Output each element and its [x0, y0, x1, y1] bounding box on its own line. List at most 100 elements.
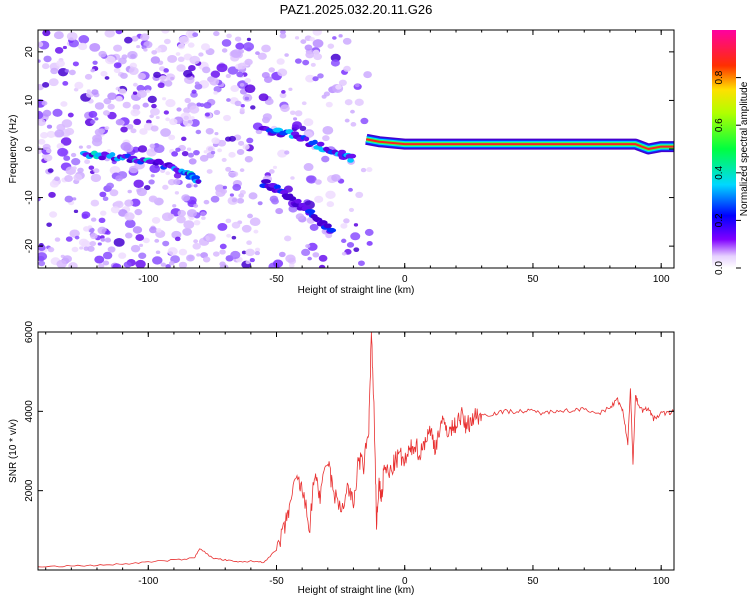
heatmap-cell — [292, 202, 301, 208]
heatmap-cell — [272, 165, 278, 170]
heatmap-cell — [43, 154, 53, 162]
heatmap-cell — [221, 39, 232, 47]
heatmap-cell — [303, 163, 314, 172]
heatmap-cell — [165, 264, 171, 268]
heatmap-cell — [303, 136, 310, 142]
heatmap-cell — [202, 66, 211, 74]
heatmap-cell — [181, 194, 191, 202]
snr-ticks: -100 -50 0 50 100 2000 4000 6000 — [24, 320, 674, 587]
heatmap-cell — [79, 246, 84, 250]
heatmap-cell — [127, 50, 138, 60]
heatmap-cell — [115, 30, 123, 35]
heatmap-cell — [167, 247, 178, 256]
heatmap-cell — [191, 175, 201, 180]
heatmap-cell — [350, 109, 355, 114]
heatmap-cell — [236, 197, 245, 204]
heatmap-cell — [343, 65, 351, 72]
heatmap-cell — [194, 83, 203, 90]
heatmap-cell — [38, 260, 46, 267]
heatmap-cell — [305, 74, 315, 83]
heatmap-cell — [130, 244, 141, 253]
heatmap-cell — [280, 104, 290, 113]
heatmap-cell — [72, 61, 79, 67]
heatmap-cell — [137, 145, 148, 153]
heatmap-cell — [313, 53, 323, 61]
heatmap-cell — [318, 254, 328, 262]
heatmap-cell — [325, 190, 336, 199]
heatmap-cell — [322, 125, 334, 135]
heatmap-cell — [310, 62, 316, 67]
heatmap-cell — [330, 59, 340, 67]
heatmap-cell — [231, 198, 238, 203]
heatmap-cell — [293, 117, 298, 121]
heatmap-cell — [193, 184, 198, 188]
heatmap-cell — [318, 264, 326, 268]
heatmap-cell — [258, 93, 269, 102]
snr-ylabel: SNR (10 * v/v) — [8, 419, 19, 483]
heatmap-cell — [238, 193, 245, 198]
heatmap-cell — [314, 195, 324, 203]
heatmap-cell — [89, 42, 101, 52]
heatmap-cell — [181, 136, 187, 141]
heatmap-cell — [355, 191, 364, 199]
heatmap-cell — [74, 235, 80, 240]
heatmap-cell — [98, 217, 106, 224]
x-tick-label: 100 — [653, 576, 670, 587]
heatmap-cell — [90, 199, 100, 207]
heatmap-cell — [244, 96, 250, 101]
heatmap-cell — [226, 33, 232, 39]
heatmap-cell — [204, 112, 210, 117]
heatmap-cell — [213, 30, 220, 37]
heatmap-cell — [88, 165, 95, 170]
heatmap-cell — [46, 222, 52, 227]
heatmap-cell — [241, 250, 247, 255]
heatmap-cell — [309, 223, 319, 231]
heatmap-cell — [314, 179, 322, 185]
heatmap-cell — [231, 221, 241, 229]
heatmap-cell — [73, 173, 83, 182]
heatmap-cell — [198, 52, 204, 57]
heatmap-cell — [162, 97, 167, 101]
heatmap-cell — [71, 246, 79, 253]
heatmap-cell — [161, 30, 170, 34]
heatmap-cell — [168, 260, 175, 266]
heatmap-cell — [300, 39, 307, 45]
heatmap-cell — [118, 88, 127, 95]
heatmap-cell — [104, 237, 112, 243]
heatmap-cell — [232, 183, 242, 191]
heatmap-cell — [149, 143, 156, 149]
heatmap-cell — [110, 206, 120, 214]
heatmap-cell — [189, 105, 200, 114]
heatmap-cell — [38, 252, 48, 261]
heatmap-cell — [151, 103, 157, 109]
heatmap-cell — [115, 95, 123, 102]
heatmap-cell — [342, 37, 352, 45]
heatmap-cell — [226, 98, 231, 102]
heatmap-cell — [248, 192, 258, 200]
heatmap-cell — [186, 254, 195, 262]
heatmap-cell — [154, 164, 159, 169]
heatmap-cell — [139, 128, 148, 135]
heatmap-cell — [187, 42, 195, 48]
heatmap-cell — [167, 54, 178, 63]
colorbar-label: Normalized spectral amplitude — [739, 81, 750, 216]
heatmap-cell — [317, 73, 324, 79]
heatmap-cell — [147, 95, 157, 104]
heatmap-cell — [199, 154, 209, 162]
heatmap-cell — [223, 114, 232, 122]
colorbar-tick-label: 0.0 — [714, 261, 725, 275]
heatmap-cell — [150, 174, 155, 178]
heatmap-cell — [64, 195, 74, 203]
heatmap-cell — [350, 232, 361, 241]
heatmap-cell — [206, 169, 213, 174]
heatmap-cell — [176, 107, 182, 112]
heatmap-cell — [102, 196, 109, 202]
y-tick-label: -20 — [24, 238, 35, 253]
heatmap-cell — [42, 63, 50, 70]
heatmap-cell — [323, 91, 331, 97]
heatmap-cell — [107, 246, 116, 253]
heatmap-cell — [280, 30, 286, 35]
heatmap-cell — [43, 55, 52, 63]
heatmap-cell — [98, 263, 105, 268]
heatmap-marks — [38, 30, 674, 268]
